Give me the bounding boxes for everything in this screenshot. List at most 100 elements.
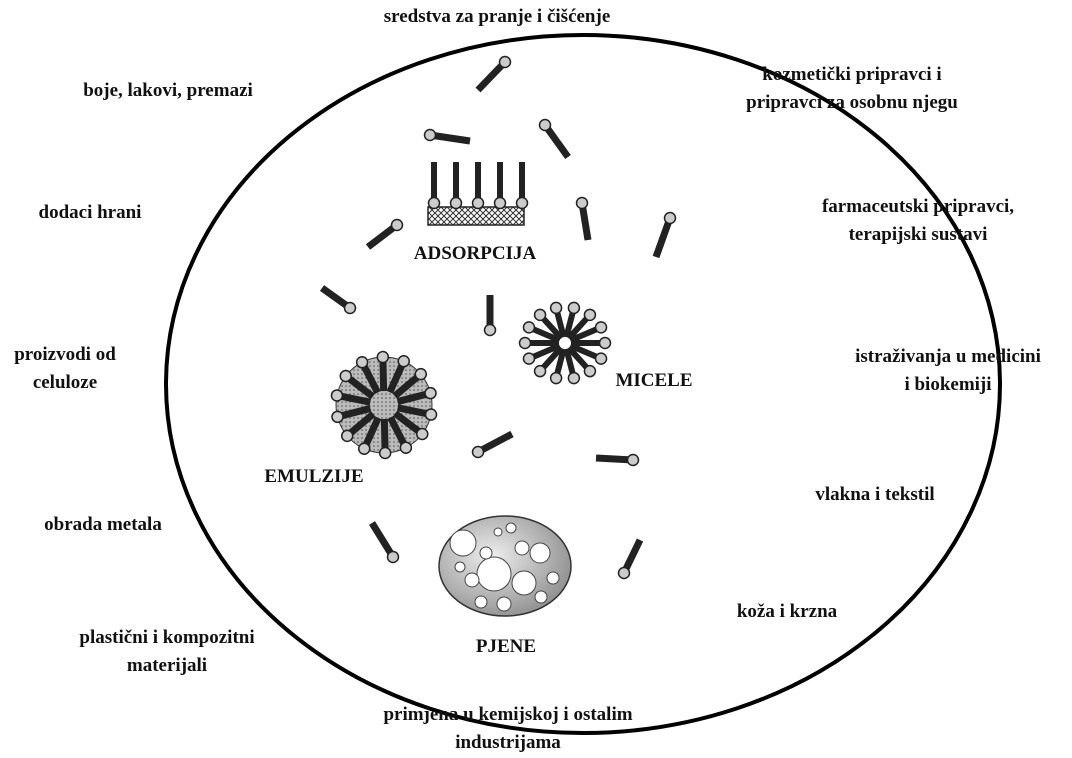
label-line: plastični i kompozitni [79, 627, 254, 648]
head [626, 453, 640, 467]
bubble [534, 590, 548, 604]
head [583, 364, 597, 378]
head [424, 408, 438, 421]
head [415, 427, 429, 441]
label-line: obrada metala [44, 514, 162, 535]
tail [652, 216, 674, 259]
application-label: primjena u kemijskoj i ostalim industrija… [383, 704, 632, 753]
application-label: dodaci hrani [39, 202, 142, 223]
boundary-circle [164, 33, 1002, 735]
label-line: istraživanja u medicini [855, 346, 1041, 367]
head [339, 369, 353, 383]
head [498, 55, 512, 69]
head [483, 323, 497, 337]
label-line: pripravci za osobnu njegu [746, 92, 958, 113]
label-line: proizvodi od [14, 344, 116, 365]
head [357, 442, 371, 455]
head [340, 429, 354, 443]
label-line: sredstva za pranje i čišćenje [384, 6, 611, 27]
head [397, 355, 411, 368]
head [343, 301, 357, 315]
labels: sredstva za pranje i čišćenje boje, lakov… [14, 6, 1041, 753]
head [378, 446, 392, 460]
application-label: sredstva za pranje i čišćenje [384, 6, 611, 27]
head [376, 350, 390, 364]
application-label: koža i krzna [737, 601, 838, 622]
head [427, 196, 441, 210]
head [471, 445, 485, 459]
head [533, 364, 547, 378]
label-line: materijali [127, 655, 207, 676]
head [594, 352, 608, 365]
label-line: industrijama [455, 732, 561, 753]
tail [429, 131, 471, 145]
label-line: primjena u kemijskoj i ostalim [383, 704, 632, 725]
head [493, 196, 507, 210]
tail [476, 430, 514, 456]
head [567, 301, 581, 315]
head [518, 336, 532, 350]
phenomenon-label: ADSORPCIJA [414, 243, 537, 264]
tail [475, 59, 508, 93]
head [538, 118, 552, 132]
label-line: boje, lakovi, premazi [83, 80, 253, 101]
application-label: vlakna i tekstil [815, 484, 934, 505]
head [522, 352, 536, 365]
application-label: proizvodi od celuloze [14, 344, 116, 393]
bubble [479, 546, 493, 560]
bubble [511, 570, 537, 596]
head [331, 410, 344, 424]
bubble [476, 556, 512, 592]
tail [369, 521, 396, 559]
label-line: celuloze [33, 372, 97, 393]
label-line: i biokemiji [904, 374, 991, 395]
label-line: vlakna i tekstil [815, 484, 934, 505]
bubble [493, 527, 503, 537]
bubble [474, 595, 488, 609]
phenomenon-label: MICELE [615, 370, 692, 391]
bubble [505, 522, 517, 534]
bubble [449, 529, 477, 557]
application-label: farmaceutski pripravci, terapijski sustav… [822, 196, 1014, 245]
head [414, 367, 428, 381]
head [423, 128, 437, 142]
tail [542, 122, 571, 160]
application-label: obrada metala [44, 514, 162, 535]
bubble [546, 571, 560, 585]
bubble [514, 540, 530, 556]
head [449, 196, 463, 210]
head [598, 336, 612, 350]
bubble [464, 572, 480, 588]
phenomenon-label: EMULZIJE [264, 466, 363, 487]
label-line: kozmetički pripravci i [762, 64, 941, 85]
head [583, 308, 597, 322]
head [424, 386, 437, 400]
head [522, 321, 536, 334]
head [386, 550, 400, 564]
head [355, 356, 369, 369]
adsorption-surface [427, 206, 525, 226]
label-line: farmaceutski pripravci, [822, 196, 1014, 217]
molecules [319, 55, 677, 612]
head [575, 196, 589, 210]
head [567, 371, 581, 385]
head [399, 441, 413, 454]
bubbles [449, 522, 560, 612]
phenomenon-label: PJENE [476, 636, 536, 657]
head [471, 196, 485, 210]
head [549, 301, 563, 315]
head [533, 308, 547, 322]
bubble [496, 596, 512, 612]
application-label: plastični i kompozitni materijali [79, 627, 254, 676]
head [330, 389, 344, 402]
application-label: kozmetički pripravci i pripravci za osobn… [746, 64, 958, 113]
head [617, 566, 631, 580]
bubble [454, 561, 466, 573]
label-line: terapijski sustavi [849, 224, 988, 245]
bubble [529, 542, 551, 564]
label-line: koža i krzna [737, 601, 838, 622]
head [594, 321, 608, 334]
head [549, 371, 563, 385]
head [515, 196, 529, 210]
